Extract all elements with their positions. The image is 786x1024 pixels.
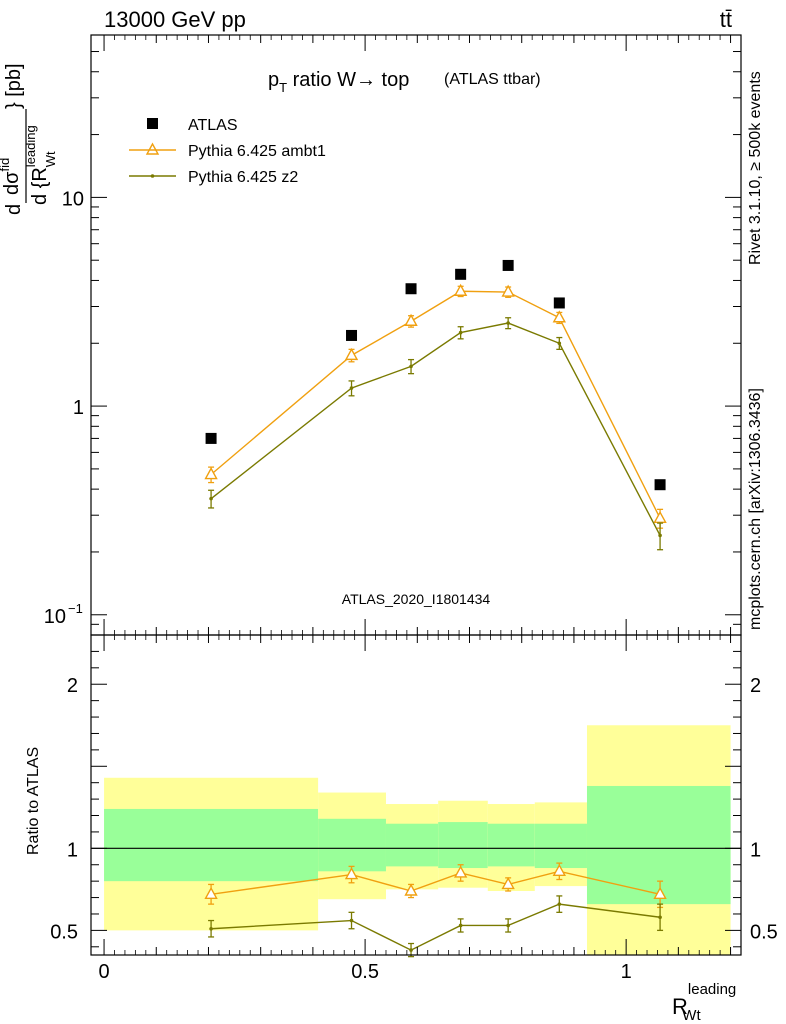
ratio-point-ambt1 — [552, 863, 566, 877]
main-point-atlas — [205, 432, 217, 444]
header-left: 13000 GeV pp — [104, 7, 246, 32]
ylabel-num: dσfid — [0, 158, 23, 195]
ratio-frame — [90, 634, 742, 956]
ratio-band-inner — [586, 785, 731, 905]
ratio-point-z2 — [506, 923, 510, 928]
main-point-z2 — [557, 341, 562, 346]
main-point-atlas — [455, 268, 467, 280]
title-rest: ratio W→ top — [287, 69, 409, 91]
legend-atlas-marker — [147, 118, 158, 129]
title-t-sub: T — [279, 80, 287, 95]
ratio-band-inner — [385, 823, 439, 867]
ratio-point-ambt1 — [344, 867, 359, 880]
ratio-point-z2 — [458, 923, 463, 928]
main-point-atlas — [553, 297, 565, 309]
ratio-ytick-label-left: 2 — [67, 675, 78, 697]
title-p: p — [268, 69, 279, 91]
main-series-line-ambt1 — [210, 290, 661, 519]
xlabel-main: R — [672, 994, 688, 1019]
main-point-z2 — [209, 496, 213, 501]
ylabel-tail: } [pb] — [3, 63, 25, 109]
x-axis-label: Rleading Wt — [672, 981, 736, 1024]
ratio-point-z2 — [349, 918, 354, 923]
legend: ATLAS Pythia 6.425 ambt1 Pythia 6.425 z2 — [129, 117, 326, 186]
main-point-atlas — [654, 479, 666, 491]
ratio-point-z2 — [658, 915, 662, 920]
ratio-ytick-label-left: 0.5 — [50, 921, 78, 943]
main-ytick-label: 10 — [44, 606, 66, 628]
ratio-point-ambt1 — [453, 865, 468, 878]
ratio-point-z2 — [409, 948, 413, 952]
main-point-atlas — [502, 259, 514, 271]
legend-ambt1-marker — [145, 142, 160, 155]
ratio-band-inner — [318, 818, 386, 872]
ratio-band-inner — [534, 823, 587, 869]
ratio-panel: 0.5 0.5 1 1 2 2 0 0.5 1 Ratio to ATLAS Rleading W… — [25, 634, 778, 1024]
plot-title-paren: (ATLAS ttbar) — [444, 71, 541, 88]
legend-z2-marker — [150, 174, 155, 178]
ratio-band-inner — [438, 822, 488, 869]
main-ytick-exponent: −1 — [68, 601, 83, 616]
xlabel-sub: Wt — [682, 1007, 701, 1024]
analysis-watermark: ATLAS_2020_I1801434 — [342, 591, 491, 607]
main-point-atlas — [405, 283, 417, 295]
ratio-ytick-label-right: 2 — [750, 675, 761, 697]
legend-atlas-label: ATLAS — [188, 117, 238, 134]
main-point-ambt1 — [552, 310, 566, 323]
main-ytick-label: 1 — [73, 397, 84, 419]
ratio-ytick-label-left: 1 — [67, 839, 78, 861]
ylabel-den-sup: leading — [23, 125, 38, 167]
ratio-point-z2 — [209, 926, 213, 931]
rivet-label: Rivet 3.1.10, ≥ 500k events — [747, 71, 764, 265]
main-point-ambt1 — [501, 284, 515, 297]
ratio-ytick-label-right: 0.5 — [750, 921, 778, 943]
ratio-band-inner — [487, 823, 535, 867]
main-point-z2 — [458, 330, 463, 335]
ylabel-den-text: d {R — [29, 167, 51, 205]
main-ylabel: d dσfid d {Rleading Wt } [pb] — [0, 63, 58, 215]
main-point-ambt1 — [404, 313, 418, 326]
ratio-point-ambt1 — [501, 876, 515, 890]
main-point-atlas — [346, 329, 358, 341]
main-series-line-z2 — [210, 322, 661, 536]
ratio-point-ambt1 — [404, 883, 418, 896]
mcplots-label: mcplots.cern.ch [arXiv:1306.3436] — [747, 388, 764, 630]
main-point-z2 — [506, 321, 510, 325]
ratio-ytick-label-right: 1 — [750, 839, 761, 861]
legend-ambt1-label: Pythia 6.425 ambt1 — [188, 143, 326, 160]
xlabel-sup: leading — [688, 981, 736, 998]
xtick-label: 0 — [98, 961, 109, 983]
main-point-z2 — [349, 386, 354, 390]
plot-title: pT ratio W→ top — [268, 69, 409, 95]
xtick-label: 0.5 — [351, 961, 379, 983]
header-right: tt̄ — [720, 7, 732, 32]
main-point-z2 — [658, 533, 662, 538]
main-point-ambt1 — [653, 510, 667, 523]
ratio-band-inner — [104, 808, 319, 882]
legend-z2-label: Pythia 6.425 z2 — [188, 169, 298, 186]
ratio-point-z2 — [557, 902, 562, 906]
xtick-label: 1 — [621, 961, 632, 983]
main-point-ambt1 — [453, 283, 468, 296]
main-point-ambt1 — [344, 347, 359, 361]
ylabel-num-sup: fid — [0, 158, 12, 172]
ylabel-den-sub: Wt — [43, 151, 58, 167]
main-point-ambt1 — [204, 467, 218, 480]
main-ytick-label: 10 — [62, 188, 84, 210]
ylabel-den: d {Rleading Wt — [23, 125, 58, 205]
ratio-point-ambt1 — [653, 886, 667, 899]
ylabel-d: d — [3, 204, 25, 215]
ylabel-num-text: dσ — [1, 171, 23, 195]
main-point-z2 — [409, 364, 413, 369]
ratio-ylabel: Ratio to ATLAS — [25, 747, 42, 855]
ratio-point-ambt1 — [204, 886, 218, 899]
